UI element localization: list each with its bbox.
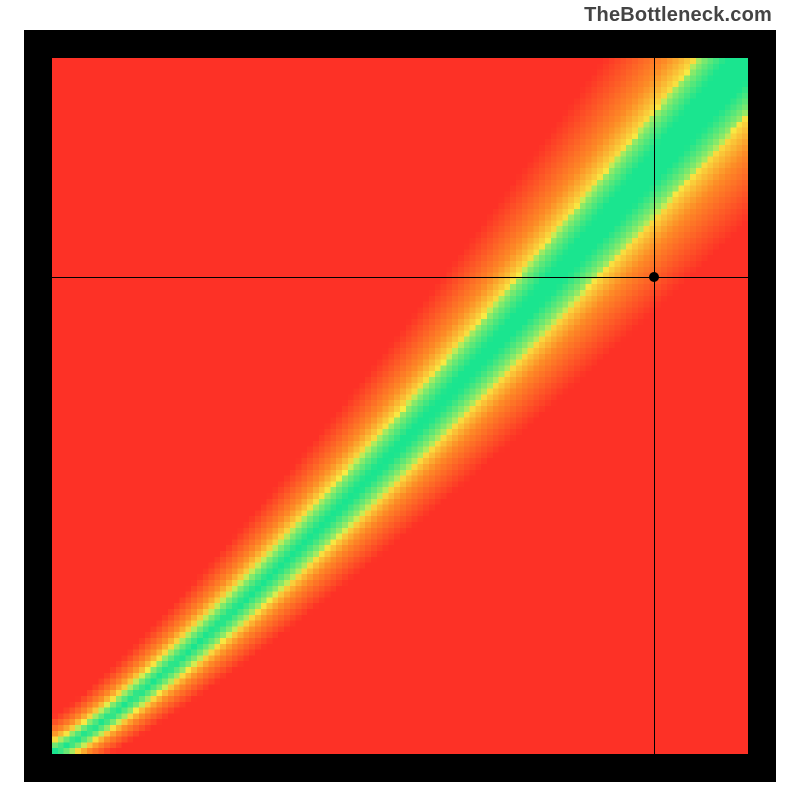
attribution-text: TheBottleneck.com <box>584 4 772 27</box>
bottleneck-heatmap <box>52 58 748 754</box>
figure-container: TheBottleneck.com <box>0 0 800 800</box>
crosshair-horizontal <box>52 277 748 278</box>
crosshair-vertical <box>654 58 655 754</box>
crosshair-marker <box>649 272 659 282</box>
chart-frame <box>24 30 776 782</box>
